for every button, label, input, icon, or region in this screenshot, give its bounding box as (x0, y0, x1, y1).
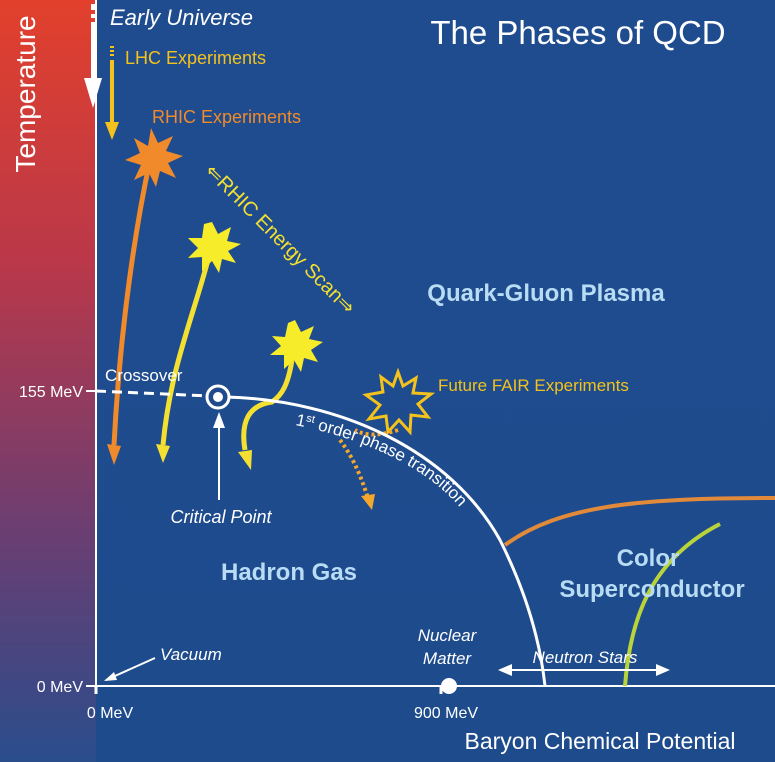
y-axis-label: Temperature (10, 15, 41, 172)
vacuum-pointer (104, 657, 156, 681)
neutron-stars-label: Neutron Stars (533, 648, 638, 667)
region-qgp-label: Quark-Gluon Plasma (427, 280, 665, 307)
rhic-arrow (107, 159, 153, 465)
region-hadron-gas-label: Hadron Gas (221, 559, 357, 586)
superconductor-boundary-orange (503, 496, 775, 547)
nuclear-matter-label-line1: Nuclear (418, 626, 478, 645)
rhic-label: RHIC Experiments (152, 107, 301, 127)
lhc-arrow (105, 46, 119, 140)
nuclear-matter-label-line2: Matter (423, 649, 473, 668)
fair-dotted-arrows (338, 428, 399, 510)
energy-scan-arrow-1 (156, 259, 211, 463)
region-color-sc-label-line1: Color (617, 545, 680, 572)
early-universe-arrow (84, 4, 102, 108)
y-tick-label-0: 0 MeV (37, 679, 84, 696)
lhc-label: LHC Experiments (125, 48, 266, 68)
y-tick-label-155: 155 MeV (19, 384, 83, 401)
nuclear-matter-dot (441, 678, 457, 694)
vacuum-label: Vacuum (160, 645, 222, 664)
crossover-line (95, 389, 211, 398)
energy-scan-star-2-icon (270, 320, 323, 372)
neutron-stars-arrow (498, 664, 670, 676)
x-tick-label-900: 900 MeV (414, 705, 478, 722)
crossover-label: Crossover (105, 366, 183, 385)
critical-point-marker (205, 384, 231, 410)
fair-label: Future FAIR Experiments (438, 376, 629, 395)
temperature-gradient-bar (0, 0, 96, 762)
critical-point-pointer (213, 412, 225, 500)
x-tick-label-0: 0 MeV (87, 705, 134, 722)
critical-point-label: Critical Point (170, 507, 272, 527)
energy-scan-star-1-icon (188, 222, 241, 273)
fair-star-icon (362, 367, 436, 436)
region-color-sc-label-line2: Superconductor (559, 576, 744, 603)
superconductor-boundary-green (623, 522, 721, 687)
x-axis-label: Baryon Chemical Potential (464, 728, 735, 754)
diagram-title: The Phases of QCD (430, 14, 725, 51)
first-order-curve (225, 395, 547, 687)
rhic-star-icon (125, 128, 183, 187)
early-universe-label: Early Universe (110, 5, 253, 30)
